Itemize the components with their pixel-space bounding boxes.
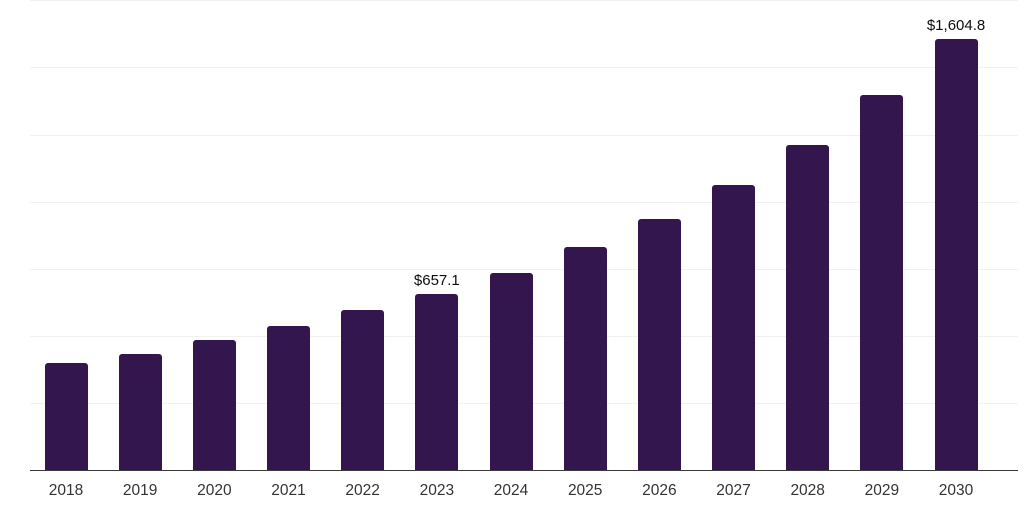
- x-tick-2028: 2028: [790, 482, 825, 499]
- bar-2020: [192, 339, 236, 470]
- x-tick-2027: 2027: [716, 482, 751, 499]
- bar-2021: [267, 325, 310, 470]
- gridline-1000: [30, 201, 1018, 203]
- x-tick-2029: 2029: [864, 482, 900, 499]
- bar-2019: [118, 353, 162, 470]
- x-tick-2023: 2023: [419, 482, 455, 499]
- x-tick-2021: 2021: [271, 482, 306, 499]
- bar-2027: [712, 185, 756, 470]
- bar-2025: [563, 246, 607, 470]
- x-tick-2019: 2019: [122, 482, 158, 499]
- data-label-2023: $657.1: [413, 271, 460, 289]
- bar-2018: [44, 363, 88, 470]
- gridline-1500: [30, 67, 1018, 69]
- x-tick-2024: 2024: [493, 482, 529, 499]
- bar-2026: [637, 219, 681, 470]
- gridline-1250: [30, 134, 1018, 136]
- bar-2028: [786, 144, 830, 470]
- x-tick-2026: 2026: [642, 482, 677, 499]
- gridline-1750: [30, 0, 1018, 2]
- plot-area: $657.1 $1,604.8: [30, 0, 1018, 471]
- bar-2030: [934, 39, 978, 470]
- x-tick-2025: 2025: [567, 482, 603, 499]
- x-tick-2020: 2020: [197, 482, 232, 499]
- x-tick-2018: 2018: [48, 482, 84, 499]
- data-label-2030: $1,604.8: [926, 17, 986, 35]
- x-tick-2030: 2030: [938, 482, 974, 499]
- gridline-750: [30, 268, 1018, 270]
- bar-2029: [860, 94, 904, 470]
- bar-2022: [341, 310, 385, 470]
- bar-2023: [415, 293, 459, 470]
- bar-2024: [489, 273, 533, 470]
- x-tick-2022: 2022: [345, 482, 380, 499]
